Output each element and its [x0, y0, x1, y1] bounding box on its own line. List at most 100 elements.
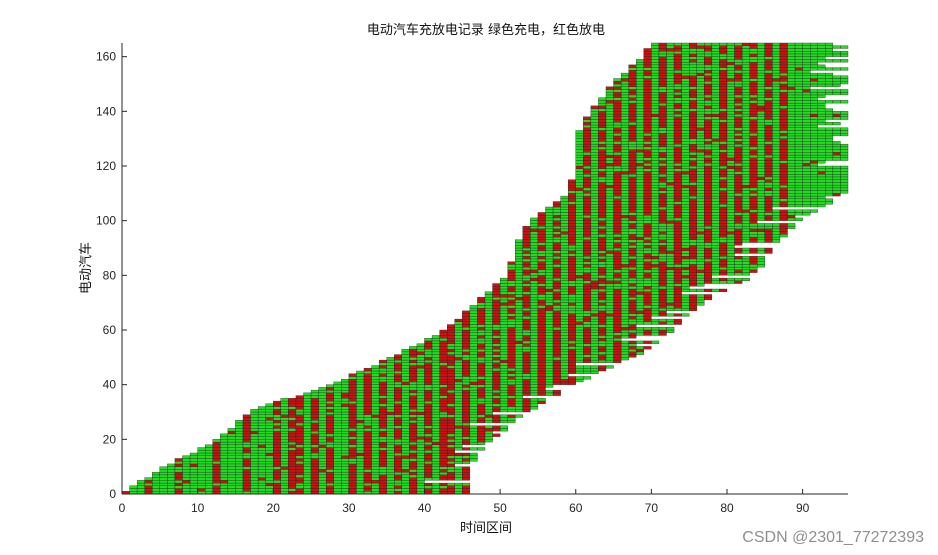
charge-cell — [787, 179, 796, 183]
charge-cell — [598, 176, 607, 180]
discharge-cell — [749, 247, 758, 251]
discharge-cell — [704, 294, 713, 298]
charge-cell — [477, 348, 486, 353]
charge-cell — [575, 160, 584, 164]
discharge-cell — [636, 163, 644, 167]
charge-cell — [515, 302, 523, 306]
charge-cell — [333, 436, 342, 440]
discharge-cell — [363, 461, 372, 465]
charge-cell — [530, 256, 539, 260]
discharge-cell — [613, 357, 622, 361]
charge-cell — [182, 474, 191, 478]
discharge-cell — [689, 198, 697, 202]
charge-cell — [613, 122, 622, 126]
charge-cell — [666, 102, 675, 107]
discharge-cell — [734, 149, 743, 153]
discharge-cell — [719, 179, 728, 183]
charge-cell — [711, 124, 720, 128]
charge-cell — [356, 433, 365, 437]
charge-cell — [598, 179, 607, 183]
discharge-cell — [552, 362, 561, 366]
charge-cell — [764, 184, 773, 189]
charge-cell — [424, 425, 433, 429]
charge-cell — [605, 340, 614, 344]
charge-cell — [598, 305, 607, 309]
charge-cell — [492, 395, 501, 399]
charge-cell — [560, 266, 569, 271]
discharge-cell — [552, 272, 561, 276]
discharge-cell — [462, 343, 471, 347]
charge-cell — [620, 182, 629, 186]
charge-cell — [280, 436, 289, 440]
charge-cell — [794, 130, 803, 134]
charge-cell — [431, 411, 440, 415]
discharge-cell — [280, 414, 289, 418]
charge-cell — [825, 133, 834, 137]
discharge-cell — [734, 239, 743, 243]
discharge-cell — [273, 458, 281, 462]
discharge-cell — [288, 433, 297, 437]
discharge-cell — [492, 291, 501, 295]
ev-row — [568, 182, 849, 186]
discharge-cell — [462, 425, 471, 429]
discharge-cell — [628, 332, 637, 336]
discharge-cell — [658, 116, 667, 120]
discharge-cell — [643, 302, 652, 306]
discharge-cell — [658, 176, 667, 180]
discharge-cell — [749, 215, 758, 219]
charge-cell — [583, 256, 592, 260]
charge-cell — [726, 225, 735, 230]
charge-cell — [515, 294, 523, 298]
charge-cell — [560, 212, 569, 216]
discharge-cell — [598, 165, 607, 169]
charge-cell — [371, 411, 380, 415]
charge-cell — [356, 425, 365, 429]
ev-row — [129, 488, 471, 492]
discharge-cell — [628, 193, 637, 197]
charge-cell — [552, 236, 561, 240]
charge-cell — [666, 313, 675, 317]
charge-cell — [636, 111, 644, 115]
charge-cell — [363, 370, 372, 374]
discharge-cell — [515, 297, 523, 301]
discharge-cell — [583, 294, 592, 298]
charge-cell — [636, 193, 644, 197]
charge-cell — [341, 461, 350, 465]
charge-cell — [620, 201, 629, 205]
charge-cell — [499, 286, 508, 290]
discharge-cell — [658, 239, 667, 243]
charge-cell — [477, 398, 486, 402]
discharge-cell — [552, 269, 561, 273]
charge-cell — [235, 441, 244, 445]
discharge-cell — [764, 157, 773, 161]
charge-cell — [409, 357, 418, 361]
charge-cell — [545, 359, 554, 363]
charge-cell — [371, 433, 380, 437]
discharge-cell — [212, 455, 221, 459]
charge-cell — [242, 466, 251, 470]
charge-cell — [560, 307, 569, 312]
discharge-cell — [552, 340, 561, 344]
charge-cell — [696, 212, 705, 216]
charge-cell — [401, 414, 410, 418]
discharge-cell — [348, 450, 357, 454]
discharge-cell — [394, 436, 402, 440]
charge-cell — [499, 280, 508, 284]
discharge-cell — [673, 135, 682, 139]
discharge-cell — [552, 215, 561, 219]
charge-cell — [424, 359, 433, 363]
charge-cell — [197, 466, 206, 470]
discharge-cell — [363, 400, 372, 404]
discharge-cell — [704, 133, 713, 137]
charge-cell — [265, 480, 274, 484]
charge-cell — [689, 258, 697, 262]
charge-cell — [484, 324, 493, 328]
discharge-cell — [326, 425, 334, 429]
charge-cell — [696, 234, 705, 238]
discharge-cell — [704, 269, 713, 273]
charge-cell — [605, 288, 614, 292]
charge-cell — [416, 400, 425, 404]
discharge-cell — [643, 143, 652, 148]
charge-cell — [265, 477, 274, 481]
discharge-cell — [295, 477, 304, 481]
